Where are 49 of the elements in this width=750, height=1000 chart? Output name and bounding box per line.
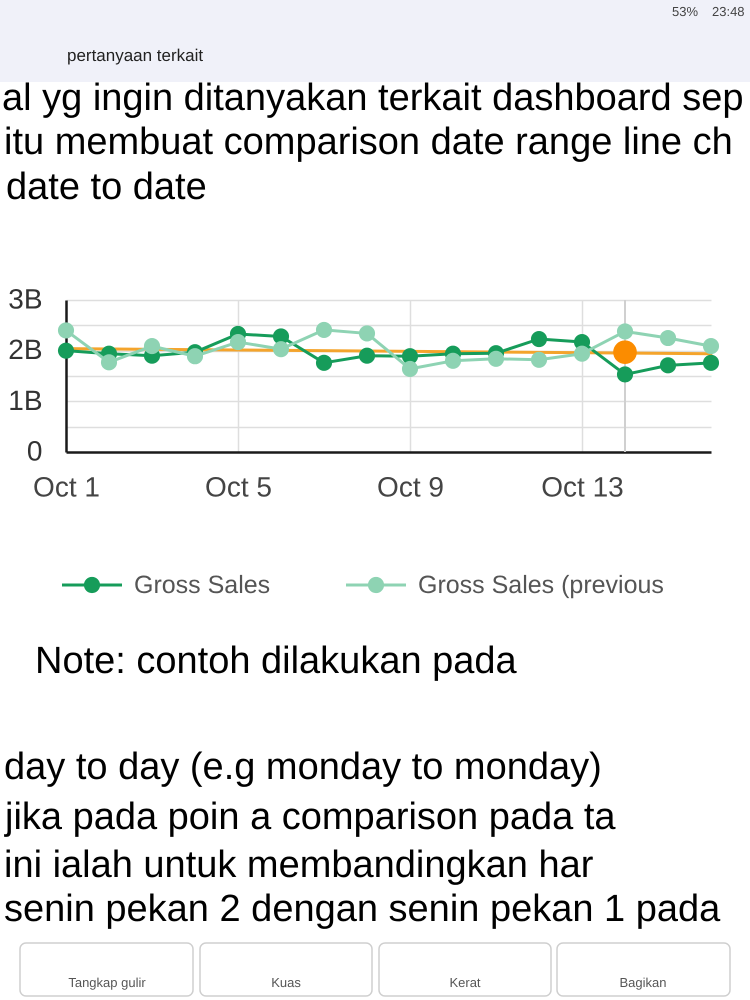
point — [702, 354, 720, 371]
point — [316, 354, 332, 371]
point — [616, 366, 634, 383]
text: jika pada poin a comparison pada ta — [4, 796, 616, 838]
point — [230, 334, 246, 350]
text: 53% — [672, 4, 698, 19]
point — [660, 357, 676, 374]
point — [574, 346, 590, 362]
point — [58, 322, 74, 338]
point — [316, 322, 332, 338]
point — [702, 338, 720, 354]
y-tick-label: 2B — [8, 334, 42, 366]
point — [530, 330, 548, 348]
point — [444, 352, 462, 369]
x-tick-label: Oct 13 — [541, 472, 624, 502]
y-tick-label: 3B — [8, 284, 42, 314]
point — [616, 323, 634, 340]
text: Tangkap gulir — [68, 975, 146, 990]
point — [613, 340, 637, 364]
point — [58, 342, 74, 359]
point — [358, 325, 376, 342]
text: Kerat — [449, 975, 481, 990]
x-tick-label: Oct 5 — [205, 472, 272, 502]
legend-label: Gross Sales (previous — [418, 571, 664, 599]
point — [100, 354, 118, 370]
text: Kuas — [271, 975, 302, 990]
y-tick-label: 1B — [8, 384, 42, 416]
legend-label: Gross Sales — [134, 571, 270, 599]
text: Bagikan — [620, 975, 666, 990]
point — [272, 341, 290, 358]
point — [186, 348, 204, 364]
point — [488, 350, 504, 367]
point — [660, 330, 676, 346]
point — [358, 348, 376, 364]
text: al yg ingin ditanyakan terkait dashboard sep — [2, 77, 744, 119]
text: date to date — [6, 166, 207, 208]
x-tick-label: Oct 1 — [33, 472, 100, 502]
y-tick-label: 0 — [26, 436, 42, 466]
text: pertanyaan terkait — [67, 46, 204, 65]
x-tick-label: Oct 9 — [377, 472, 444, 502]
point — [144, 338, 160, 354]
point — [402, 360, 418, 377]
point — [530, 352, 548, 368]
text: senin pekan 2 dengan senin pekan 1 pada — [4, 888, 722, 930]
text: day to day (e.g monday to monday) — [4, 746, 602, 788]
text: 23:48 — [712, 4, 745, 19]
text: ini ialah untuk membandingkan har — [4, 844, 594, 886]
text: itu membuat comparison date range line ch — [4, 121, 733, 163]
text: Note: contoh dilakukan pada — [35, 640, 518, 682]
